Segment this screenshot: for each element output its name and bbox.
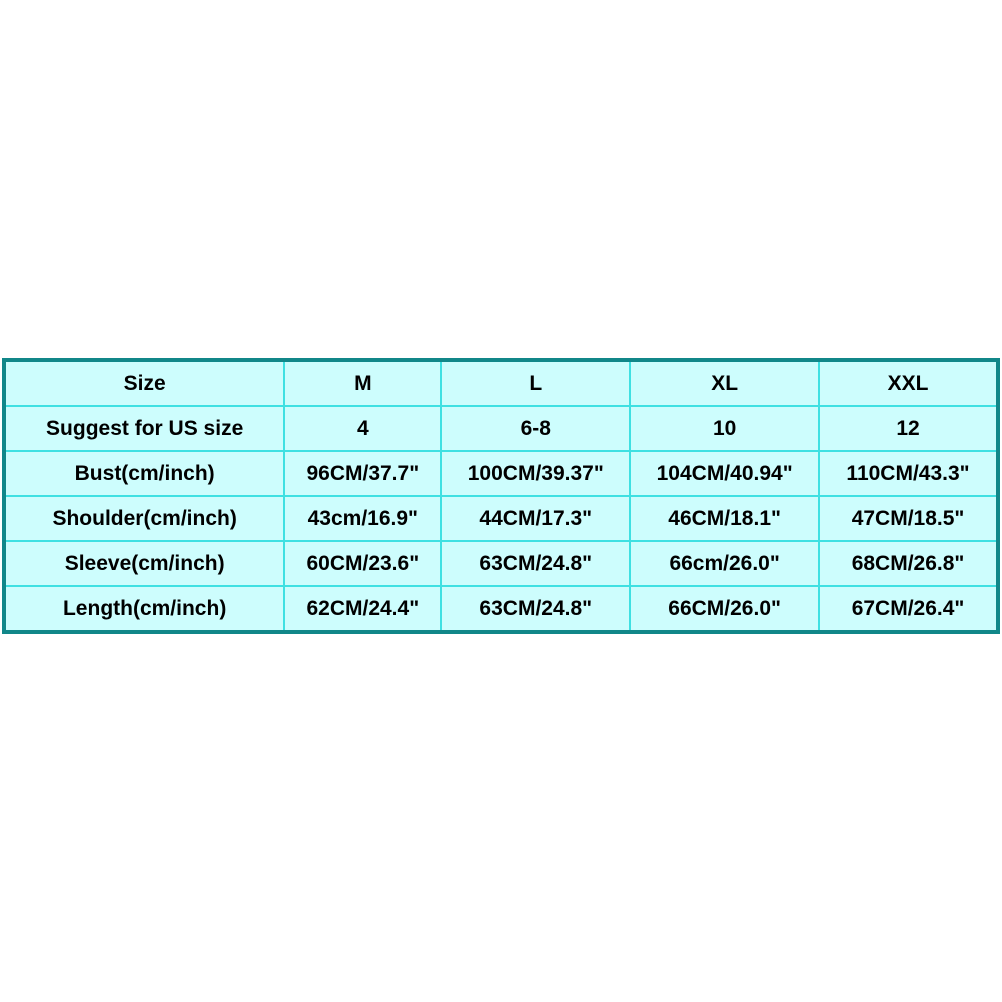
table-cell: 66cm/26.0" — [629, 540, 821, 587]
table-cell: 68CM/26.8" — [818, 540, 999, 587]
size-chart-table: Size M L XL XXL Suggest for US size 4 6-8 10 12 Bu… — [2, 358, 1000, 634]
row-label: Length(cm/inch) — [2, 585, 286, 633]
table-cell: 43cm/16.9" — [283, 495, 443, 542]
size-chart-body: Size M L XL XXL Suggest for US size 4 6-8 10 12 Bu… — [2, 359, 999, 633]
column-header: XXL — [818, 359, 999, 407]
row-label: Sleeve(cm/inch) — [2, 540, 286, 587]
table-row: Suggest for US size 4 6-8 10 12 — [2, 405, 999, 452]
table-cell: 47CM/18.5" — [818, 495, 999, 542]
column-header: L — [440, 359, 632, 407]
table-cell: 4 — [283, 405, 443, 452]
table-cell: 63CM/24.8" — [440, 540, 632, 587]
table-cell: 100CM/39.37" — [440, 450, 632, 497]
table-row: Sleeve(cm/inch) 60CM/23.6" 63CM/24.8" 66cm/… — [2, 540, 999, 587]
size-chart-container: Size M L XL XXL Suggest for US size 4 6-8 10 12 Bu… — [2, 358, 1000, 634]
row-label: Suggest for US size — [2, 405, 286, 452]
table-cell: 104CM/40.94" — [629, 450, 821, 497]
row-label: Shoulder(cm/inch) — [2, 495, 286, 542]
table-cell: 96CM/37.7" — [283, 450, 443, 497]
table-row: Shoulder(cm/inch) 43cm/16.9" 44CM/17.3" 46C… — [2, 495, 999, 542]
column-header: XL — [629, 359, 821, 407]
table-cell: 62CM/24.4" — [283, 585, 443, 633]
table-cell: 67CM/26.4" — [818, 585, 999, 633]
table-cell: 12 — [818, 405, 999, 452]
table-cell: 10 — [629, 405, 821, 452]
table-cell: 110CM/43.3" — [818, 450, 999, 497]
table-row: Bust(cm/inch) 96CM/37.7" 100CM/39.37" 104CM… — [2, 450, 999, 497]
column-header: Size — [2, 359, 286, 407]
table-cell: 66CM/26.0" — [629, 585, 821, 633]
table-cell: 60CM/23.6" — [283, 540, 443, 587]
table-row: Length(cm/inch) 62CM/24.4" 63CM/24.8" 66CM/… — [2, 585, 999, 633]
header-row: Size M L XL XXL — [2, 359, 999, 407]
table-cell: 63CM/24.8" — [440, 585, 632, 633]
table-cell: 6-8 — [440, 405, 632, 452]
table-cell: 46CM/18.1" — [629, 495, 821, 542]
row-label: Bust(cm/inch) — [2, 450, 286, 497]
column-header: M — [283, 359, 443, 407]
table-cell: 44CM/17.3" — [440, 495, 632, 542]
